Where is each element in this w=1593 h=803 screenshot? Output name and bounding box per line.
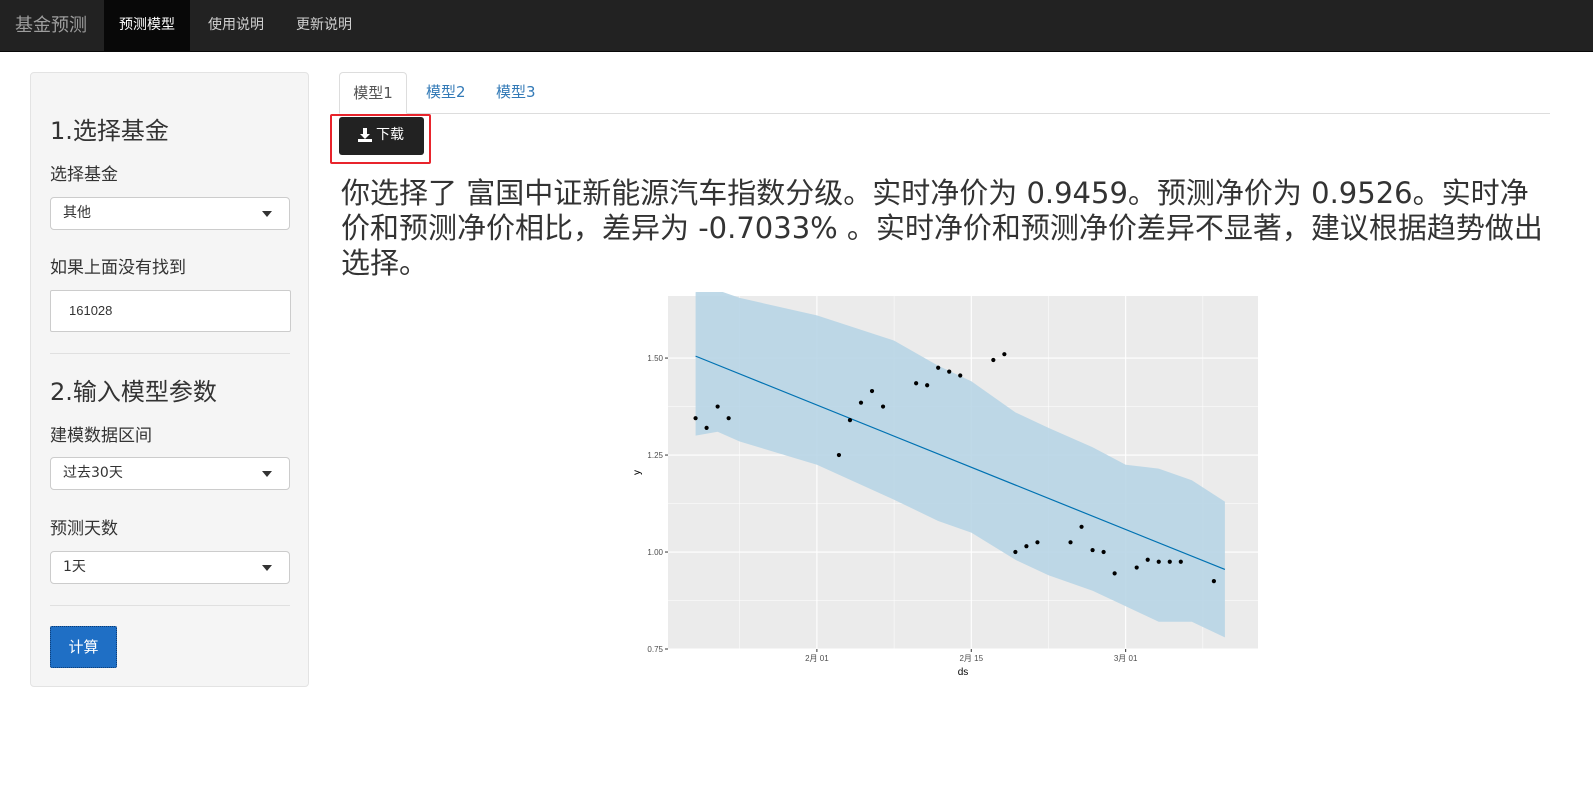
download-icon (358, 128, 372, 142)
y-tick-label: 0.75 (647, 645, 663, 654)
data-point (1134, 565, 1139, 570)
section-title-select-fund: 1.选择基金 (50, 117, 169, 145)
nav-item-usage-guide[interactable]: 使用说明 (208, 17, 264, 33)
forecast-days-label: 预测天数 (50, 519, 118, 539)
data-point (693, 416, 698, 421)
download-button-label: 下载 (376, 127, 404, 143)
fund-code-input[interactable]: 161028 (50, 290, 291, 332)
data-point (1068, 540, 1073, 545)
data-range-label: 建模数据区间 (50, 426, 152, 446)
data-point (847, 418, 853, 423)
data-point (1101, 549, 1106, 555)
tabs-underline (339, 113, 1550, 114)
tab-model-3[interactable]: 模型3 (496, 83, 536, 101)
divider (50, 605, 290, 606)
data-point (726, 416, 731, 421)
data-point (1002, 352, 1007, 357)
navbar-brand[interactable]: 基金预测 (15, 15, 87, 36)
nav-item-forecast-model[interactable]: 预测模型 (104, 0, 190, 51)
x-tick-label: 3月 01 (1114, 654, 1138, 663)
data-point (1178, 559, 1183, 564)
data-point (1145, 557, 1150, 562)
data-point (836, 452, 842, 458)
trend-line (695, 355, 1226, 571)
data-point (947, 369, 952, 374)
data-point (1013, 549, 1018, 555)
divider (50, 353, 290, 354)
nav-item-changelog[interactable]: 更新说明 (296, 17, 352, 33)
fund-select-label: 选择基金 (50, 165, 118, 185)
data-point (1035, 540, 1040, 545)
y-tick-label: 1.00 (647, 548, 663, 557)
top-navbar: 基金预测 预测模型 使用说明 更新说明 (0, 0, 1593, 52)
data-point (880, 404, 886, 409)
forecast-result-text: 你选择了 富国中证新能源汽车指数分级。实时净价为 0.9459。预测净价为 0.… (341, 176, 1543, 280)
highlight-box (330, 114, 431, 164)
chevron-down-icon (262, 565, 272, 571)
data-point (869, 388, 875, 394)
fund-select[interactable]: 其他 (50, 197, 290, 230)
data-point (1079, 524, 1084, 529)
data-point (914, 381, 919, 386)
x-tick-label: 2月 01 (805, 654, 829, 663)
forecast-days-select[interactable]: 1天 (50, 551, 290, 584)
data-point (1090, 547, 1095, 553)
data-range-select[interactable]: 过去30天 (50, 457, 290, 490)
data-point (1024, 544, 1029, 549)
tab-model-1[interactable]: 模型1 (339, 72, 407, 114)
data-point (1156, 559, 1161, 564)
y-tick-label: 1.50 (647, 354, 663, 363)
y-tick-label: 1.25 (647, 451, 663, 460)
fund-select-value: 其他 (63, 205, 91, 221)
data-point (858, 400, 864, 405)
x-axis-label: ds (958, 667, 969, 678)
data-point (1167, 559, 1172, 564)
download-button[interactable]: 下载 (339, 117, 424, 155)
sidebar-panel: 1.选择基金 选择基金 其他 如果上面没有找到 161028 2.输入模型参数 … (30, 72, 309, 687)
forecast-days-value: 1天 (63, 559, 86, 575)
fund-code-label: 如果上面没有找到 (50, 258, 186, 278)
calculate-button[interactable]: 计算 (50, 626, 117, 668)
data-point (1211, 579, 1216, 584)
data-point (704, 425, 709, 430)
data-point (1112, 571, 1117, 576)
forecast-chart: 0.75 1.00 1.25 1.50 2月 01 2月 15 3月 01 ds y (632, 292, 1258, 678)
y-axis-label: y (632, 470, 643, 475)
data-point (925, 383, 930, 388)
chevron-down-icon (262, 471, 272, 477)
data-point (991, 357, 996, 363)
data-point (936, 365, 941, 370)
chevron-down-icon (262, 211, 272, 217)
data-point (958, 373, 963, 378)
data-range-value: 过去30天 (63, 465, 123, 481)
section-title-model-params: 2.输入模型参数 (50, 378, 217, 406)
tab-model-2[interactable]: 模型2 (426, 83, 466, 101)
x-tick-label: 2月 15 (959, 654, 983, 663)
data-point (715, 404, 720, 409)
